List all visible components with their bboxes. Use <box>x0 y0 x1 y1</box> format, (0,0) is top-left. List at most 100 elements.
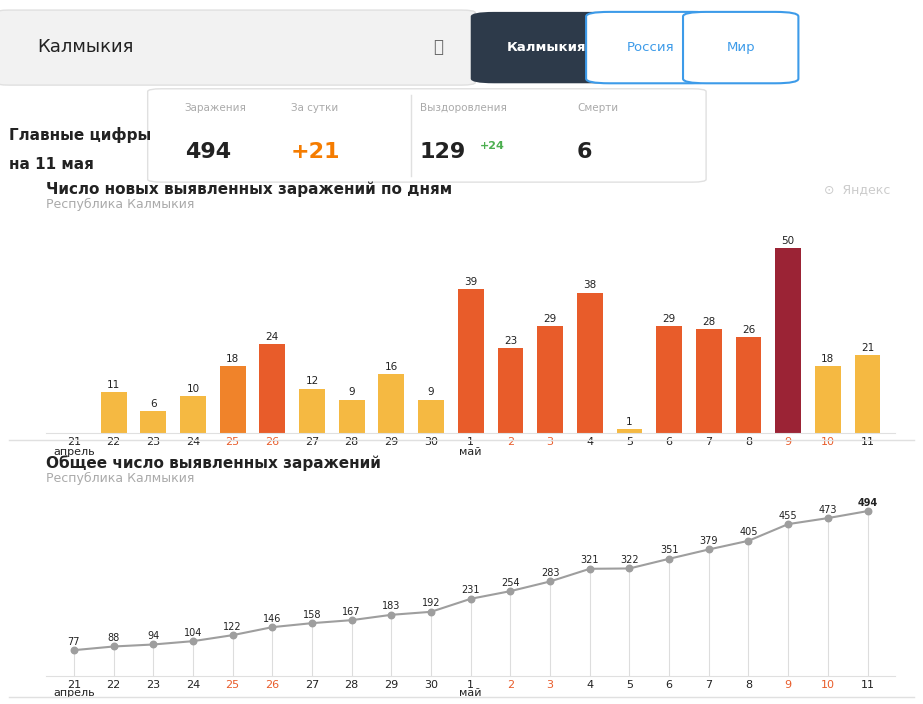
Text: Общее число выявленных заражений: Общее число выявленных заражений <box>46 455 381 471</box>
FancyBboxPatch shape <box>148 89 706 182</box>
Text: Выздоровления: Выздоровления <box>420 103 507 113</box>
Point <box>225 629 240 641</box>
Point <box>821 513 835 524</box>
Text: Россия: Россия <box>627 41 675 54</box>
Text: на 11 мая: на 11 мая <box>9 157 94 172</box>
Text: 322: 322 <box>620 555 639 565</box>
Text: +21: +21 <box>291 142 341 162</box>
Text: 494: 494 <box>857 498 878 508</box>
Point <box>463 593 478 605</box>
Text: 10: 10 <box>186 384 199 394</box>
Text: 254: 254 <box>501 578 520 588</box>
Text: Республика Калмыкия: Республика Калмыкия <box>46 198 195 210</box>
Text: Заражения: Заражения <box>185 103 246 113</box>
Bar <box>656 326 682 433</box>
Point <box>781 518 796 529</box>
Point <box>344 615 359 626</box>
Point <box>503 586 518 597</box>
Point <box>305 617 319 629</box>
Text: 18: 18 <box>821 354 834 364</box>
Text: Число новых выявленных заражений по дням: Число новых выявленных заражений по дням <box>46 181 452 196</box>
Point <box>860 505 875 517</box>
Bar <box>299 389 325 433</box>
Text: 23: 23 <box>504 336 517 346</box>
Text: 129: 129 <box>420 142 466 162</box>
Text: май: май <box>460 447 482 458</box>
Text: Республика Калмыкия: Республика Калмыкия <box>46 472 195 485</box>
Point <box>543 576 557 587</box>
Text: 231: 231 <box>462 586 480 596</box>
Text: 12: 12 <box>306 377 318 386</box>
FancyBboxPatch shape <box>683 12 798 83</box>
Text: 158: 158 <box>303 610 321 620</box>
Bar <box>775 249 801 433</box>
Bar <box>736 337 761 433</box>
Bar <box>815 366 841 433</box>
Point <box>66 645 81 656</box>
Point <box>662 553 677 565</box>
Text: 283: 283 <box>541 568 559 578</box>
Text: Калмыкия: Калмыкия <box>507 41 587 54</box>
Text: 351: 351 <box>660 546 678 555</box>
Point <box>701 543 716 555</box>
Text: 494: 494 <box>185 142 231 162</box>
Text: 405: 405 <box>739 527 758 537</box>
Text: ⊙  Яндекс: ⊙ Яндекс <box>824 184 891 196</box>
FancyBboxPatch shape <box>0 10 475 85</box>
Text: 26: 26 <box>742 325 755 334</box>
Text: 11: 11 <box>107 380 120 390</box>
Bar <box>617 429 642 433</box>
Text: 6: 6 <box>150 398 157 408</box>
Text: 21: 21 <box>861 343 874 353</box>
Text: 455: 455 <box>779 511 797 521</box>
Text: 192: 192 <box>422 598 440 608</box>
Bar <box>418 400 444 433</box>
Text: 146: 146 <box>263 614 282 624</box>
Bar <box>339 400 365 433</box>
Bar <box>378 374 404 433</box>
Point <box>186 636 200 647</box>
Text: 122: 122 <box>223 622 242 631</box>
Text: 9: 9 <box>348 387 355 398</box>
Text: 77: 77 <box>67 637 80 647</box>
Bar <box>497 348 523 433</box>
Text: 39: 39 <box>464 277 477 287</box>
Point <box>582 563 597 574</box>
Text: 1: 1 <box>626 417 633 427</box>
Text: 24: 24 <box>266 332 279 342</box>
Point <box>106 641 121 652</box>
Point <box>384 609 399 620</box>
Text: апрель: апрель <box>54 447 95 458</box>
Bar <box>180 396 206 433</box>
Text: 18: 18 <box>226 354 239 364</box>
Text: 29: 29 <box>544 313 557 324</box>
Text: За сутки: За сутки <box>291 103 338 113</box>
Bar <box>140 410 166 433</box>
FancyBboxPatch shape <box>586 12 715 83</box>
Bar <box>696 329 722 433</box>
Text: 50: 50 <box>782 236 795 246</box>
Text: 29: 29 <box>663 313 676 324</box>
Point <box>146 639 161 650</box>
Text: 88: 88 <box>107 633 120 643</box>
Text: апрель: апрель <box>54 689 95 698</box>
Text: 167: 167 <box>342 607 361 617</box>
Text: 38: 38 <box>583 280 596 290</box>
Text: Главные цифры: Главные цифры <box>9 127 151 144</box>
Text: Мир: Мир <box>726 41 755 54</box>
Text: 379: 379 <box>700 536 718 546</box>
Text: 321: 321 <box>581 555 599 565</box>
Text: Смерти: Смерти <box>577 103 618 113</box>
Text: 94: 94 <box>147 631 160 641</box>
Point <box>265 622 280 633</box>
Bar <box>458 289 484 433</box>
Bar <box>101 392 126 433</box>
Text: 28: 28 <box>702 318 715 327</box>
Text: 183: 183 <box>382 601 401 612</box>
Bar <box>577 293 603 433</box>
FancyBboxPatch shape <box>471 12 623 83</box>
Bar <box>537 326 563 433</box>
Bar <box>855 356 881 433</box>
Point <box>741 535 756 546</box>
Bar <box>259 344 285 433</box>
